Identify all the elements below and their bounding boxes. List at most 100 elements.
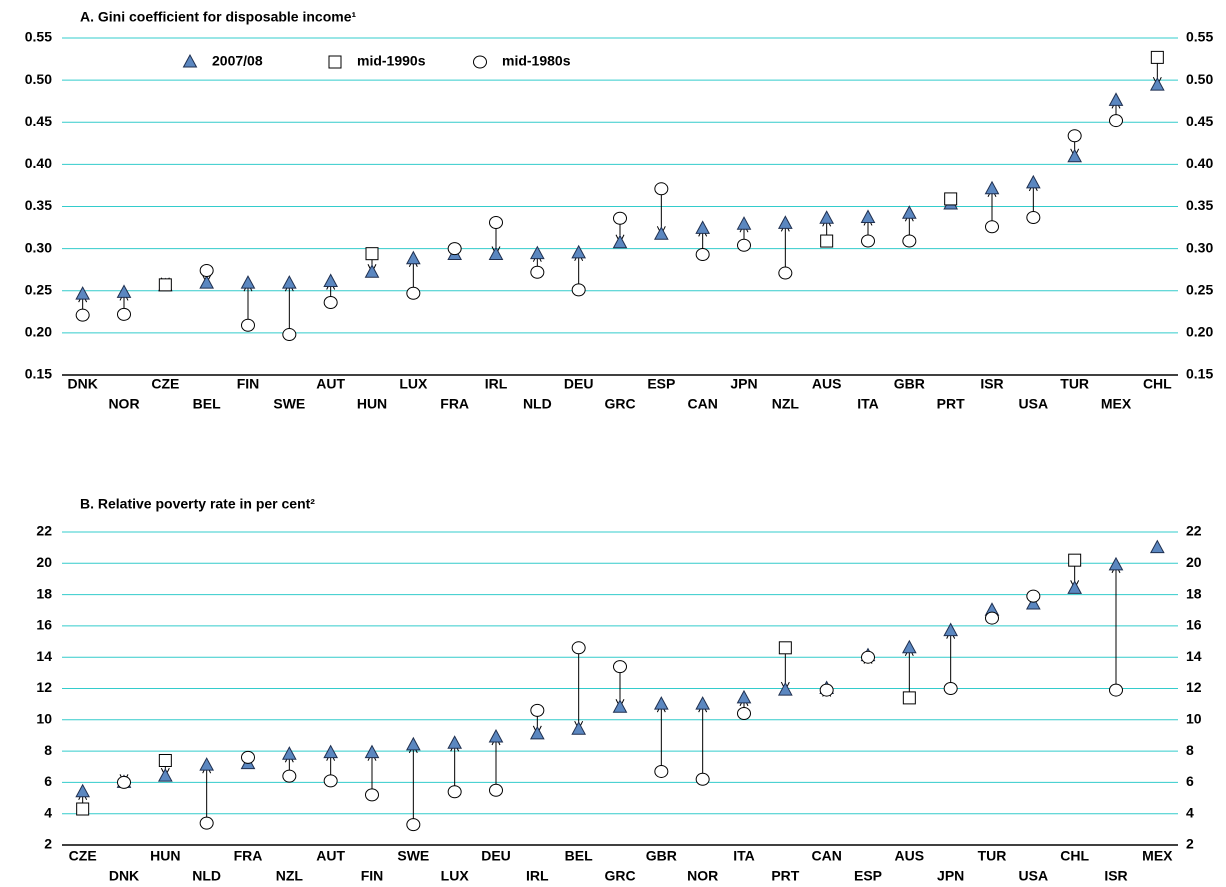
triangle-marker [281, 275, 297, 289]
y-tick-label: 16 [36, 617, 52, 633]
x-tick-label: AUS [895, 848, 925, 864]
x-tick-label: FIN [237, 376, 260, 392]
circle-marker [530, 703, 545, 717]
y2-tick-label: 4 [1186, 804, 1194, 820]
x-tick-label: NOR [687, 868, 718, 882]
x-tick-label: AUS [812, 376, 842, 392]
y-tick-label: 0.15 [25, 366, 52, 382]
x-tick-label: GRC [604, 868, 635, 882]
square-marker [76, 802, 90, 816]
x-tick-label: CHL [1060, 848, 1089, 864]
circle-marker [1067, 129, 1082, 143]
legend-label: mid-1980s [502, 53, 571, 69]
y-tick-label: 0.25 [25, 281, 52, 297]
circle-marker [1026, 589, 1041, 603]
circle-marker [282, 328, 297, 342]
x-tick-label: JPN [730, 376, 757, 392]
y-tick-label: 14 [36, 648, 52, 664]
x-tick-label: PRT [937, 396, 965, 412]
triangle-marker [157, 768, 173, 782]
y-tick-label: 8 [44, 742, 52, 758]
triangle-marker [984, 180, 1000, 195]
x-tick-label: BEL [565, 848, 593, 864]
y2-tick-label: 22 [1186, 523, 1202, 539]
x-tick-label: CHL [1143, 376, 1172, 392]
circle-marker [861, 234, 875, 248]
x-tick-label: NLD [192, 868, 221, 882]
triangle-marker [323, 744, 339, 759]
x-tick-label: DEU [481, 848, 511, 864]
circle-marker [489, 216, 503, 230]
triangle-marker [736, 689, 752, 704]
triangle-marker [199, 757, 215, 771]
square-marker [1150, 50, 1164, 64]
circle-marker [406, 818, 421, 832]
x-tick-label: GBR [894, 376, 925, 392]
circle-marker [447, 242, 462, 256]
panel-title: A. Gini coefficient for disposable incom… [80, 9, 356, 25]
x-tick-label: ISR [980, 376, 1003, 392]
circle-marker [241, 318, 255, 332]
legend-marker [182, 53, 198, 68]
legend-label: 2007/08 [212, 53, 263, 69]
x-tick-label: DEU [564, 376, 594, 392]
triangle-marker [529, 725, 545, 740]
legend-label: mid-1990s [357, 53, 426, 69]
y2-tick-label: 6 [1186, 773, 1194, 789]
x-tick-label: FRA [440, 396, 469, 412]
x-tick-label: IRL [526, 868, 549, 882]
y2-tick-label: 8 [1186, 742, 1194, 758]
triangle-marker [736, 216, 752, 230]
triangle-marker [612, 234, 628, 249]
circle-marker [241, 750, 255, 764]
triangle-marker [281, 746, 297, 760]
x-tick-label: CZE [151, 376, 179, 392]
y-tick-label: 0.55 [25, 29, 52, 45]
x-tick-label: FIN [361, 868, 384, 882]
x-tick-label: TUR [1060, 376, 1089, 392]
square-marker [158, 753, 172, 767]
triangle-marker [1025, 595, 1041, 610]
x-tick-label: GBR [646, 848, 677, 864]
triangle-marker [240, 275, 256, 289]
y2-tick-label: 20 [1186, 554, 1202, 570]
y-tick-label: 10 [36, 711, 52, 727]
triangle-marker [1149, 539, 1165, 554]
circle-marker [489, 783, 503, 797]
x-tick-label: CZE [69, 848, 97, 864]
panel-title: B. Relative poverty rate in per cent² [80, 496, 315, 512]
x-tick-label: USA [1019, 868, 1049, 882]
x-tick-label: HUN [357, 396, 387, 412]
y2-tick-label: 10 [1186, 711, 1202, 727]
triangle-marker [901, 639, 917, 654]
triangle-marker [1025, 174, 1041, 189]
x-tick-label: AUT [316, 376, 345, 392]
y2-tick-label: 0.30 [1186, 239, 1213, 255]
circle-marker [1026, 210, 1041, 224]
x-tick-label: ESP [854, 868, 882, 882]
triangle-marker [447, 735, 463, 749]
square-marker [158, 278, 172, 292]
circle-marker [447, 785, 462, 799]
y-tick-label: 4 [44, 804, 52, 820]
y-tick-label: 0.30 [25, 239, 52, 255]
square-marker [1068, 553, 1082, 567]
triangle-marker [571, 244, 587, 259]
x-tick-label: ESP [647, 376, 675, 392]
square-marker [820, 234, 834, 248]
triangle-marker [75, 286, 91, 300]
x-tick-label: JPN [937, 868, 964, 882]
legend-marker [473, 55, 487, 69]
x-tick-label: TUR [978, 848, 1007, 864]
x-tick-label: NOR [108, 396, 139, 412]
x-tick-label: DNK [109, 868, 139, 882]
circle-marker [695, 248, 710, 262]
triangle-marker [529, 245, 545, 260]
x-tick-label: MEX [1142, 848, 1173, 864]
circle-marker [902, 234, 917, 248]
circle-marker [654, 182, 669, 196]
circle-marker [571, 283, 586, 297]
x-tick-label: PRT [771, 868, 799, 882]
triangle-marker [571, 721, 587, 735]
